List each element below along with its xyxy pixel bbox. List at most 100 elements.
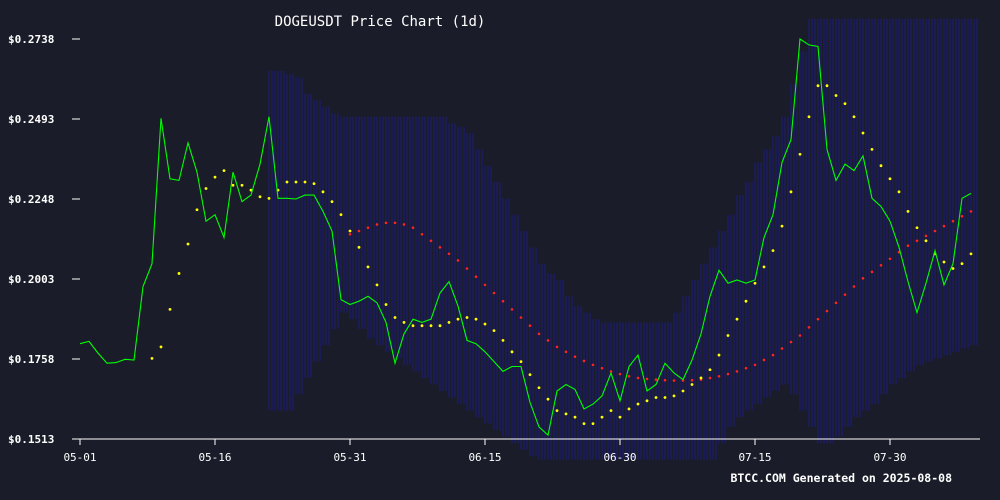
ma-point [645,377,649,381]
ma-point [564,350,568,354]
psar-series [150,84,973,426]
ma-point [744,366,748,370]
ma-point [654,378,658,381]
psar-point [726,334,730,337]
psar-point [681,389,685,393]
ma-point [357,229,361,233]
psar-point [465,316,469,319]
psar-point [519,360,523,364]
ma-point [861,277,865,280]
psar-point [825,84,829,88]
ma-point [546,339,550,342]
psar-point [231,183,235,187]
y-tick-label: $0.2248 [8,193,54,206]
psar-point [303,180,307,184]
psar-point [888,177,892,181]
ma-point [393,221,397,225]
ma-point [465,267,469,270]
ma-point [834,301,838,305]
ma-point [852,285,856,288]
ma-point [510,308,514,311]
psar-point [186,242,190,246]
ma-point [825,309,829,313]
y-tick-label: $0.1758 [8,353,54,366]
psar-point [780,224,784,228]
ma-point [600,366,604,370]
psar-point [204,187,208,190]
ma-point [366,226,370,230]
psar-point [897,190,901,194]
psar-point [717,353,721,357]
psar-point [645,399,649,403]
psar-point [483,322,487,326]
psar-point [843,102,847,106]
ma-point [789,340,793,344]
ma-point [402,223,406,226]
psar-point [636,402,640,406]
psar-point [951,267,955,270]
ma-point [474,275,478,279]
x-tick-label: 05-31 [333,451,366,464]
psar-point [798,152,802,156]
psar-point [294,180,298,184]
ma-point [456,259,460,262]
ma-point [528,324,532,327]
psar-point [492,329,496,332]
x-tick-label: 05-16 [198,451,231,464]
psar-point [411,324,415,328]
psar-point [618,415,622,419]
chart-title: DOGEUSDT Price Chart (1d) [274,14,486,30]
ma-point [573,355,577,359]
y-tick-label: $0.2738 [8,33,54,46]
ma-point [681,379,685,382]
ma-point [906,244,910,247]
psar-point [582,422,586,426]
psar-point [150,356,154,360]
psar-point [753,281,757,285]
ma-point [870,270,874,274]
bollinger-band [268,18,978,460]
x-tick-label: 07-30 [873,451,906,464]
psar-point [384,303,388,306]
ma-point [438,246,442,249]
ma-point [555,345,559,349]
ma-point [618,372,622,376]
psar-point [474,317,478,321]
x-tick-label: 07-15 [738,451,771,464]
psar-point [834,94,838,97]
y-tick-label: $0.1513 [8,433,54,446]
psar-point [267,196,271,200]
ma-point [843,293,847,296]
psar-point [609,409,613,412]
ma-point [798,334,802,337]
psar-point [366,265,370,269]
psar-point [627,407,631,411]
psar-point [654,396,658,399]
psar-point [285,180,289,184]
psar-point [159,345,163,349]
chart-footer: BTCC.COM Generated on 2025-08-08 [730,471,952,485]
x-tick-label: 05-01 [63,451,96,464]
ma-point [447,252,451,256]
ma-point [915,239,919,243]
psar-point [852,115,856,119]
ma-point [483,283,487,287]
ma-point [591,363,595,367]
ma-point [942,224,946,228]
ma-point [690,378,694,382]
psar-point [546,397,550,401]
ma-point [501,299,505,303]
ma-point [348,232,352,236]
ma-point [582,359,586,363]
x-tick-label: 06-30 [603,451,636,464]
psar-point [213,175,217,179]
psar-point [573,415,577,419]
psar-point [330,200,334,204]
ma-point [663,378,667,382]
ma-point [807,326,811,329]
psar-point [924,239,928,243]
price-line [79,38,972,437]
psar-point [339,213,343,217]
psar-point [735,317,739,321]
